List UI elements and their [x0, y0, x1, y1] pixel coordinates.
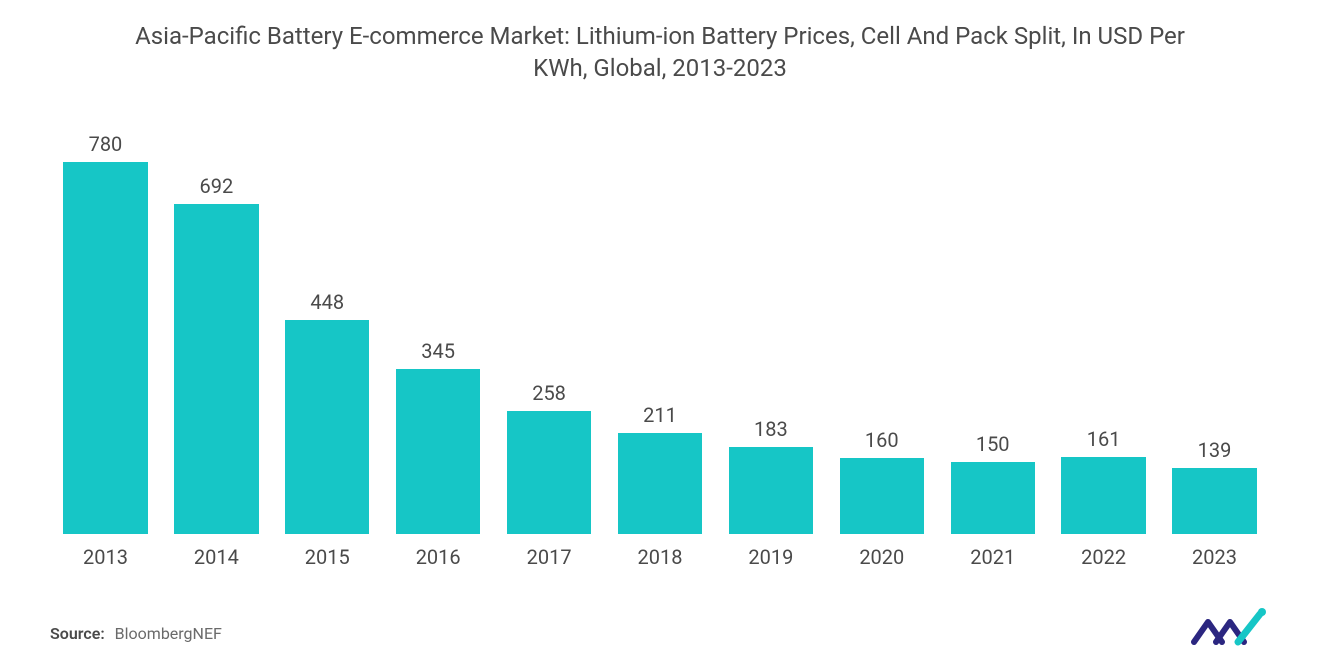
bar — [174, 204, 258, 534]
bar — [729, 447, 813, 534]
brand-logo-icon — [1190, 608, 1270, 650]
bar-value-label: 448 — [310, 290, 344, 314]
bar — [951, 462, 1035, 534]
bar-slot: 160 — [826, 125, 937, 534]
bar-slot: 211 — [605, 125, 716, 534]
bar-slot: 780 — [50, 125, 161, 534]
x-axis-tick: 2022 — [1048, 545, 1159, 569]
bar-chart: 780 692 448 345 258 211 183 160 150 161 139 — [50, 125, 1270, 535]
x-axis-tick: 2023 — [1159, 545, 1270, 569]
x-axis-tick: 2013 — [50, 545, 161, 569]
x-axis-tick: 2016 — [383, 545, 494, 569]
bar-value-label: 161 — [1087, 427, 1121, 451]
bar-slot: 150 — [937, 125, 1048, 534]
bar-value-label: 692 — [199, 174, 233, 198]
x-axis-tick: 2021 — [937, 545, 1048, 569]
bar-value-label: 258 — [532, 381, 566, 405]
bar — [285, 320, 369, 534]
bar-value-label: 183 — [754, 417, 788, 441]
x-axis-tick: 2014 — [161, 545, 272, 569]
chart-title: Asia-Pacific Battery E-commerce Market: … — [50, 20, 1270, 85]
x-axis-tick: 2017 — [494, 545, 605, 569]
source-value: BloombergNEF — [115, 624, 222, 643]
bar-value-label: 160 — [865, 428, 899, 452]
bar — [1172, 468, 1256, 534]
bar-slot: 258 — [494, 125, 605, 534]
bar-value-label: 345 — [421, 339, 455, 363]
bar — [396, 369, 480, 533]
bar-value-label: 139 — [1198, 438, 1232, 462]
x-axis-tick: 2018 — [605, 545, 716, 569]
bar — [840, 458, 924, 534]
source-footer: Source: BloombergNEF — [50, 624, 222, 643]
x-axis-tick: 2019 — [715, 545, 826, 569]
x-axis-tick: 2015 — [272, 545, 383, 569]
source-label: Source: — [50, 624, 105, 643]
bar — [618, 433, 702, 534]
bar — [63, 162, 147, 534]
bar-value-label: 150 — [976, 432, 1010, 456]
bar-value-label: 780 — [89, 132, 123, 156]
chart-plot-area: 780 692 448 345 258 211 183 160 150 161 139 — [50, 125, 1270, 535]
bar — [1061, 457, 1145, 534]
x-axis: 2013201420152016201720182019202020212022… — [50, 545, 1270, 569]
x-axis-tick: 2020 — [826, 545, 937, 569]
bar-slot: 448 — [272, 125, 383, 534]
bar-slot: 692 — [161, 125, 272, 534]
bar-slot: 183 — [715, 125, 826, 534]
bar-slot: 345 — [383, 125, 494, 534]
bar-slot: 139 — [1159, 125, 1270, 534]
bar-value-label: 211 — [643, 403, 677, 427]
bar — [507, 411, 591, 534]
chart-container: Asia-Pacific Battery E-commerce Market: … — [0, 0, 1320, 665]
bar-slot: 161 — [1048, 125, 1159, 534]
